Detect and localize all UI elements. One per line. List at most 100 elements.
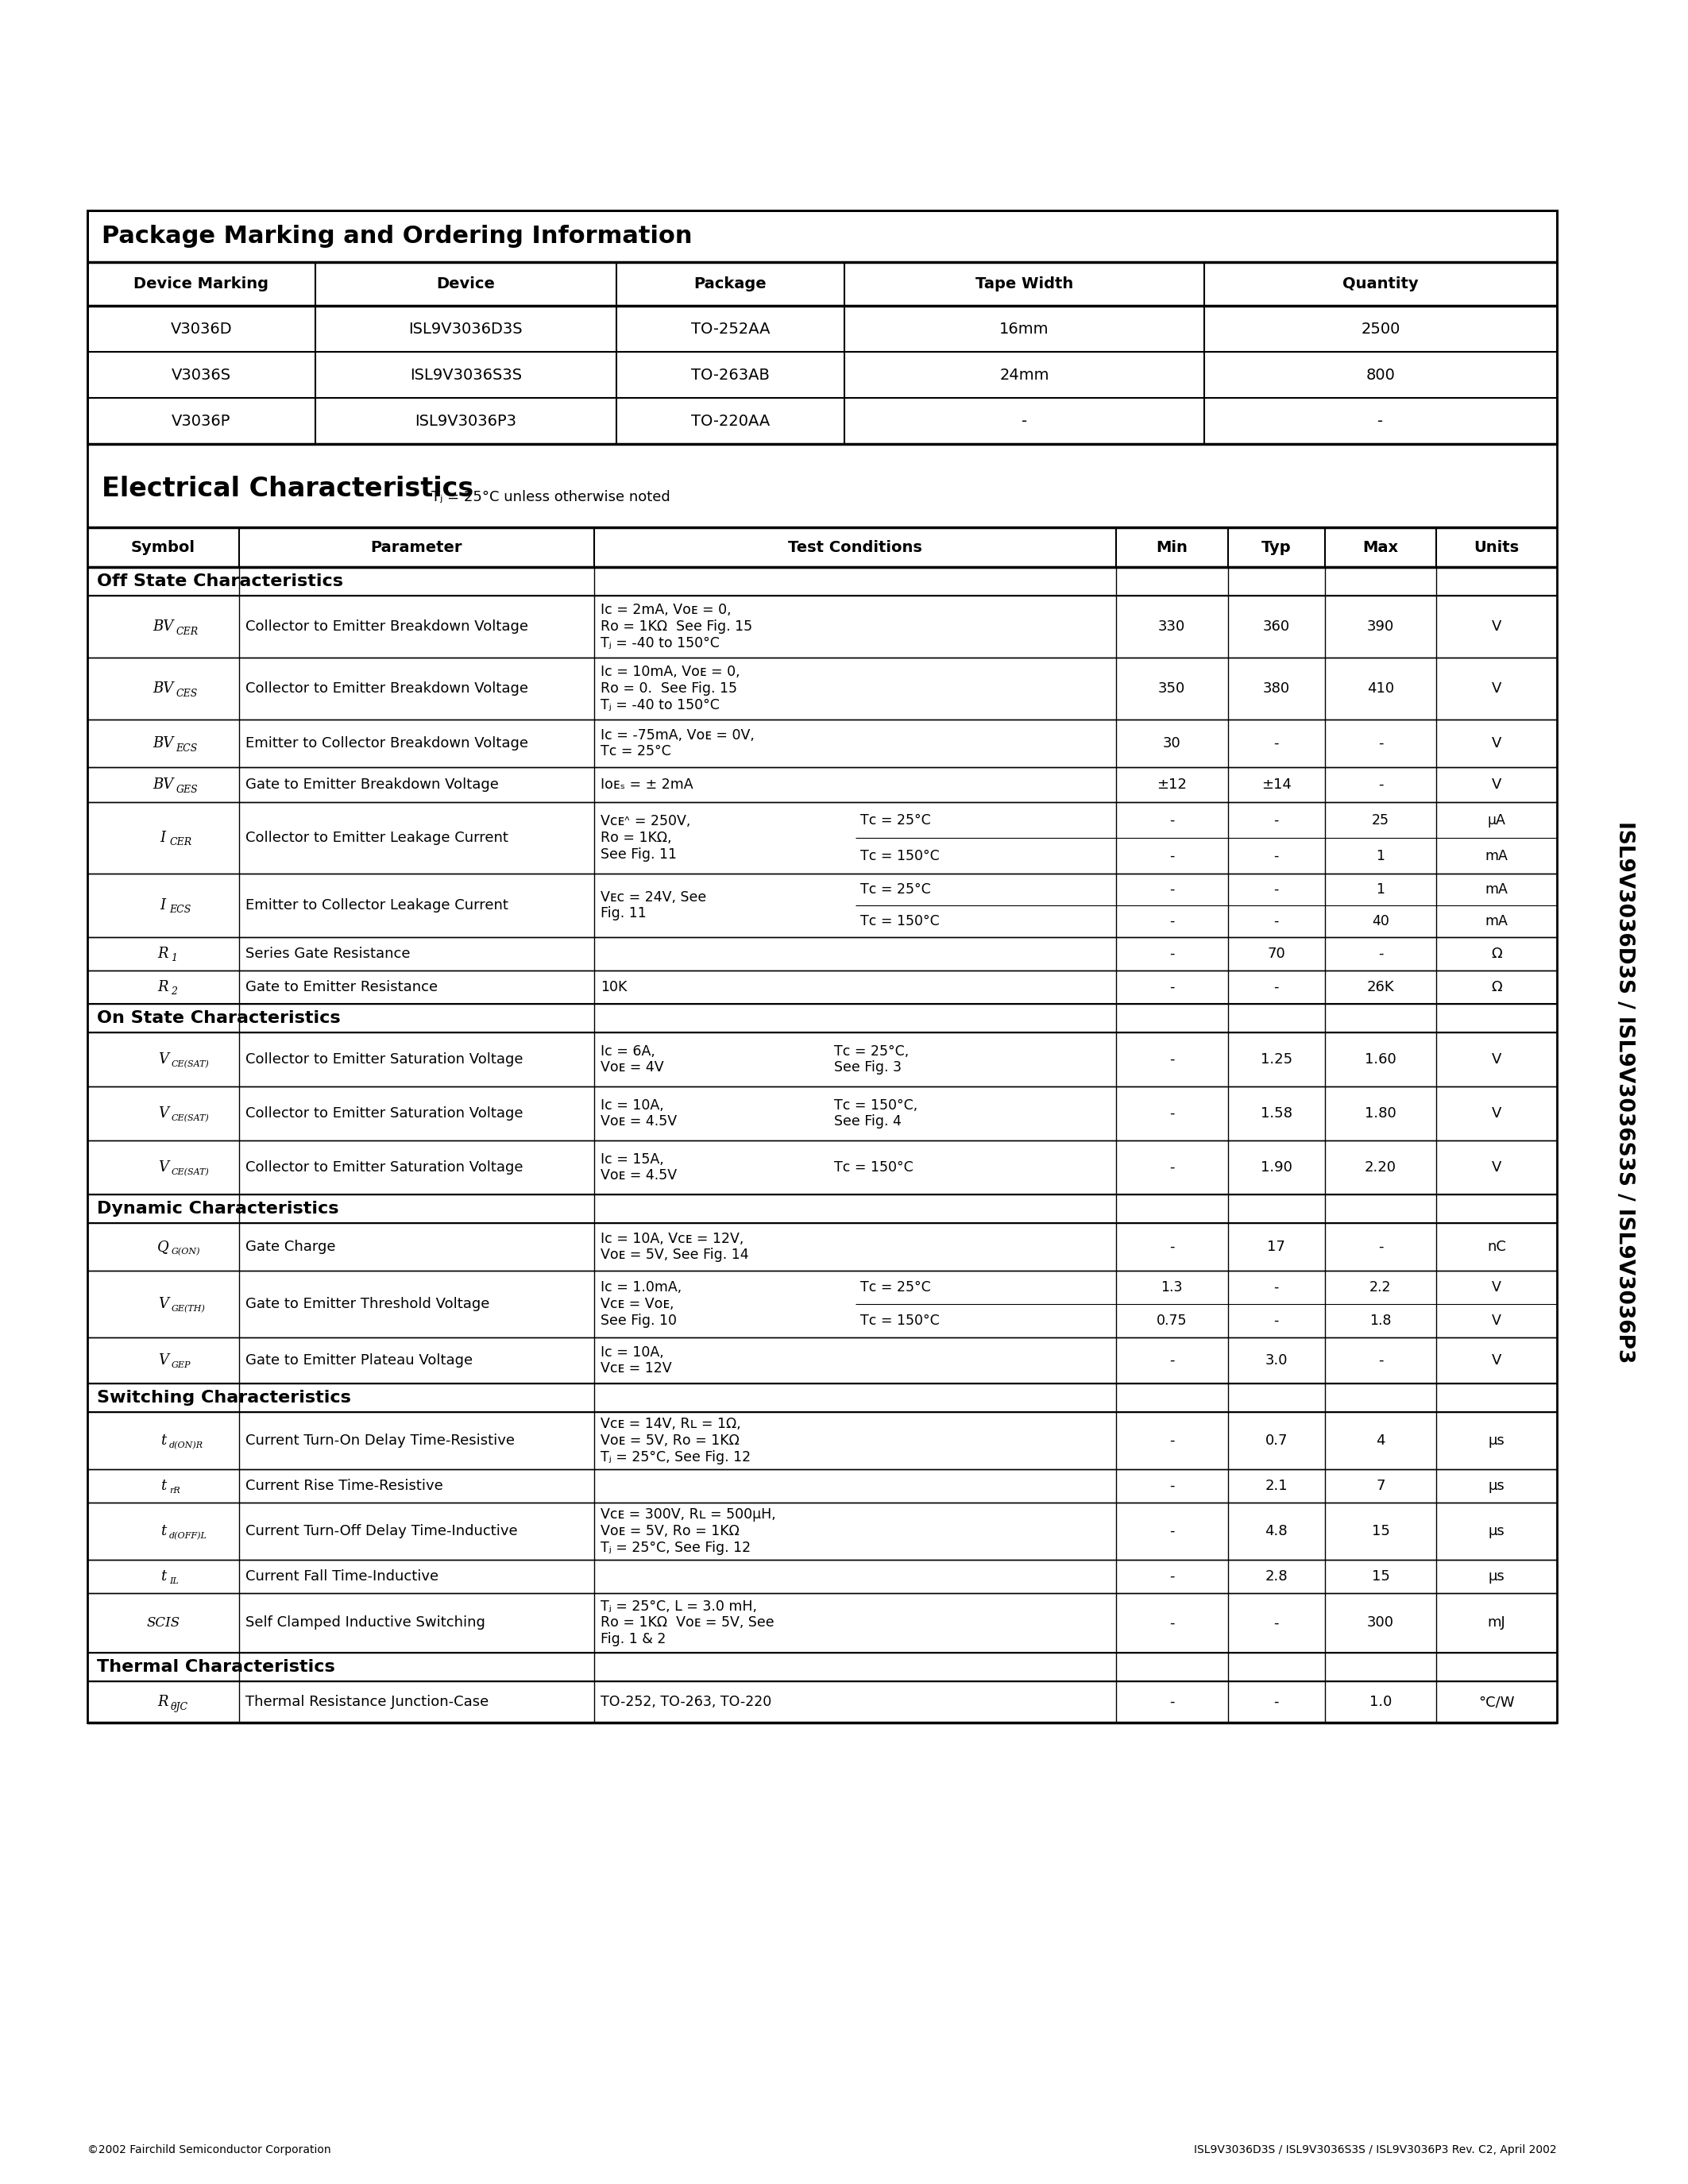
- Bar: [88, 210, 1556, 443]
- Text: Vᴄᴇ = 14V, Rʟ = 1Ω,
Vᴏᴇ = 5V, Rᴏ = 1KΩ
Tⱼ = 25°C, See Fig. 12: Vᴄᴇ = 14V, Rʟ = 1Ω, Vᴏᴇ = 5V, Rᴏ = 1KΩ T…: [601, 1417, 751, 1463]
- Text: Collector to Emitter Breakdown Voltage: Collector to Emitter Breakdown Voltage: [245, 681, 528, 697]
- Text: ©2002 Fairchild Semiconductor Corporation: ©2002 Fairchild Semiconductor Corporatio…: [88, 2145, 331, 2156]
- Text: -: -: [1274, 850, 1280, 863]
- Text: ECS: ECS: [169, 904, 191, 915]
- Text: 1.8: 1.8: [1369, 1313, 1391, 1328]
- Text: V: V: [159, 1160, 169, 1175]
- Text: 300: 300: [1367, 1616, 1394, 1629]
- Text: V: V: [159, 1297, 169, 1310]
- Text: θJC: θJC: [170, 1701, 189, 1712]
- Text: ±12: ±12: [1156, 778, 1187, 793]
- Text: V3036P: V3036P: [172, 413, 231, 428]
- Text: -: -: [1021, 413, 1026, 428]
- Text: 4.8: 4.8: [1264, 1524, 1288, 1538]
- Text: G(ON): G(ON): [170, 1247, 199, 1256]
- Text: V3036D: V3036D: [170, 321, 233, 336]
- Text: Ω: Ω: [1491, 946, 1502, 961]
- Text: -: -: [1274, 736, 1280, 751]
- Text: -: -: [1274, 1280, 1280, 1295]
- Text: Tᴄ = 150°C: Tᴄ = 150°C: [834, 1160, 913, 1175]
- Text: μs: μs: [1489, 1524, 1506, 1538]
- Text: 10K: 10K: [601, 981, 628, 994]
- Text: ISL9V3036D3S / ISL9V3036S3S / ISL9V3036P3: ISL9V3036D3S / ISL9V3036S3S / ISL9V3036P…: [1614, 821, 1634, 1363]
- Text: -: -: [1274, 1313, 1280, 1328]
- Text: 410: 410: [1367, 681, 1394, 697]
- Text: V: V: [1492, 1160, 1502, 1175]
- Text: 1.3: 1.3: [1161, 1280, 1183, 1295]
- Text: Gate to Emitter Plateau Voltage: Gate to Emitter Plateau Voltage: [245, 1354, 473, 1367]
- Text: rR: rR: [169, 1487, 181, 1494]
- Text: BV: BV: [152, 736, 174, 751]
- Text: 2500: 2500: [1361, 321, 1401, 336]
- Text: Iᴄ = 10mA, Vᴏᴇ = 0,
Rᴏ = 0.  See Fig. 15
Tⱼ = -40 to 150°C: Iᴄ = 10mA, Vᴏᴇ = 0, Rᴏ = 0. See Fig. 15 …: [601, 664, 741, 712]
- Text: 2.8: 2.8: [1264, 1570, 1288, 1583]
- Text: Electrical Characteristics: Electrical Characteristics: [101, 476, 474, 502]
- Text: -: -: [1170, 1053, 1175, 1066]
- Text: V: V: [1492, 1313, 1501, 1328]
- Text: SCIS: SCIS: [147, 1616, 181, 1629]
- Text: -: -: [1377, 946, 1382, 961]
- Text: -: -: [1170, 1524, 1175, 1538]
- Text: 2: 2: [170, 985, 177, 996]
- Text: Gate to Emitter Resistance: Gate to Emitter Resistance: [245, 981, 437, 994]
- Text: Tᴄ = 25°C: Tᴄ = 25°C: [859, 1280, 930, 1295]
- Text: Tᴄ = 150°C: Tᴄ = 150°C: [859, 1313, 939, 1328]
- Text: -: -: [1377, 1241, 1382, 1254]
- Text: V: V: [159, 1053, 169, 1066]
- Text: I: I: [160, 898, 165, 913]
- Text: Current Fall Time-Inductive: Current Fall Time-Inductive: [245, 1570, 439, 1583]
- Text: 2.1: 2.1: [1264, 1479, 1288, 1494]
- Text: -: -: [1170, 1433, 1175, 1448]
- Text: 1.25: 1.25: [1261, 1053, 1293, 1066]
- Text: Iᴄ = 10A,
Vᴏᴇ = 4.5V: Iᴄ = 10A, Vᴏᴇ = 4.5V: [601, 1099, 677, 1129]
- Text: d(OFF)L: d(OFF)L: [169, 1531, 208, 1540]
- Text: 3.0: 3.0: [1264, 1354, 1288, 1367]
- Text: °C/W: °C/W: [1479, 1695, 1514, 1710]
- Text: Tᴄ = 25°C,
See Fig. 3: Tᴄ = 25°C, See Fig. 3: [834, 1044, 910, 1075]
- Text: Thermal Characteristics: Thermal Characteristics: [96, 1660, 334, 1675]
- Text: -: -: [1170, 1616, 1175, 1629]
- Text: mJ: mJ: [1487, 1616, 1506, 1629]
- Text: V: V: [1492, 1354, 1502, 1367]
- Text: 2.2: 2.2: [1369, 1280, 1391, 1295]
- Text: mA: mA: [1485, 850, 1507, 863]
- Text: -: -: [1170, 1695, 1175, 1710]
- Text: 70: 70: [1268, 946, 1285, 961]
- Text: Gate to Emitter Threshold Voltage: Gate to Emitter Threshold Voltage: [245, 1297, 490, 1310]
- Text: μs: μs: [1489, 1479, 1506, 1494]
- Text: On State Characteristics: On State Characteristics: [96, 1011, 341, 1026]
- Text: Iᴄ = -75mA, Vᴏᴇ = 0V,
Tᴄ = 25°C: Iᴄ = -75mA, Vᴏᴇ = 0V, Tᴄ = 25°C: [601, 727, 755, 758]
- Text: Package Marking and Ordering Information: Package Marking and Ordering Information: [101, 225, 692, 247]
- Text: mA: mA: [1485, 915, 1507, 928]
- Text: ECS: ECS: [176, 743, 197, 753]
- Text: CER: CER: [169, 836, 192, 847]
- Text: 1: 1: [1376, 882, 1384, 898]
- Text: 40: 40: [1372, 915, 1389, 928]
- Text: Iᴄ = 1.0mA,
Vᴄᴇ = Vᴏᴇ,
See Fig. 10: Iᴄ = 1.0mA, Vᴄᴇ = Vᴏᴇ, See Fig. 10: [601, 1280, 682, 1328]
- Text: 16mm: 16mm: [999, 321, 1048, 336]
- Text: Collector to Emitter Saturation Voltage: Collector to Emitter Saturation Voltage: [245, 1160, 523, 1175]
- Text: Iᴄ = 2mA, Vᴏᴇ = 0,
Rᴏ = 1KΩ  See Fig. 15
Tⱼ = -40 to 150°C: Iᴄ = 2mA, Vᴏᴇ = 0, Rᴏ = 1KΩ See Fig. 15 …: [601, 603, 753, 651]
- Text: Test Conditions: Test Conditions: [788, 539, 922, 555]
- Text: Iᴄ = 15A,
Vᴏᴇ = 4.5V: Iᴄ = 15A, Vᴏᴇ = 4.5V: [601, 1151, 677, 1184]
- Text: Collector to Emitter Saturation Voltage: Collector to Emitter Saturation Voltage: [245, 1107, 523, 1120]
- Text: V: V: [1492, 736, 1502, 751]
- Text: V: V: [1492, 1107, 1502, 1120]
- Text: Q: Q: [157, 1241, 169, 1254]
- Text: Ω: Ω: [1491, 981, 1502, 994]
- Text: 15: 15: [1371, 1524, 1389, 1538]
- Text: ±14: ±14: [1261, 778, 1291, 793]
- Text: V: V: [159, 1107, 169, 1120]
- Text: 1.0: 1.0: [1369, 1695, 1393, 1710]
- Text: Tᴄ = 25°C: Tᴄ = 25°C: [859, 812, 930, 828]
- Text: Gate Charge: Gate Charge: [245, 1241, 336, 1254]
- Text: 1.58: 1.58: [1261, 1107, 1291, 1120]
- Text: t: t: [160, 1433, 165, 1448]
- Text: Self Clamped Inductive Switching: Self Clamped Inductive Switching: [245, 1616, 484, 1629]
- Text: 26K: 26K: [1367, 981, 1394, 994]
- Text: R: R: [157, 1695, 169, 1710]
- Text: -: -: [1274, 1616, 1280, 1629]
- Text: μs: μs: [1489, 1570, 1506, 1583]
- Text: V: V: [1492, 778, 1502, 793]
- Text: ISL9V3036P3: ISL9V3036P3: [415, 413, 517, 428]
